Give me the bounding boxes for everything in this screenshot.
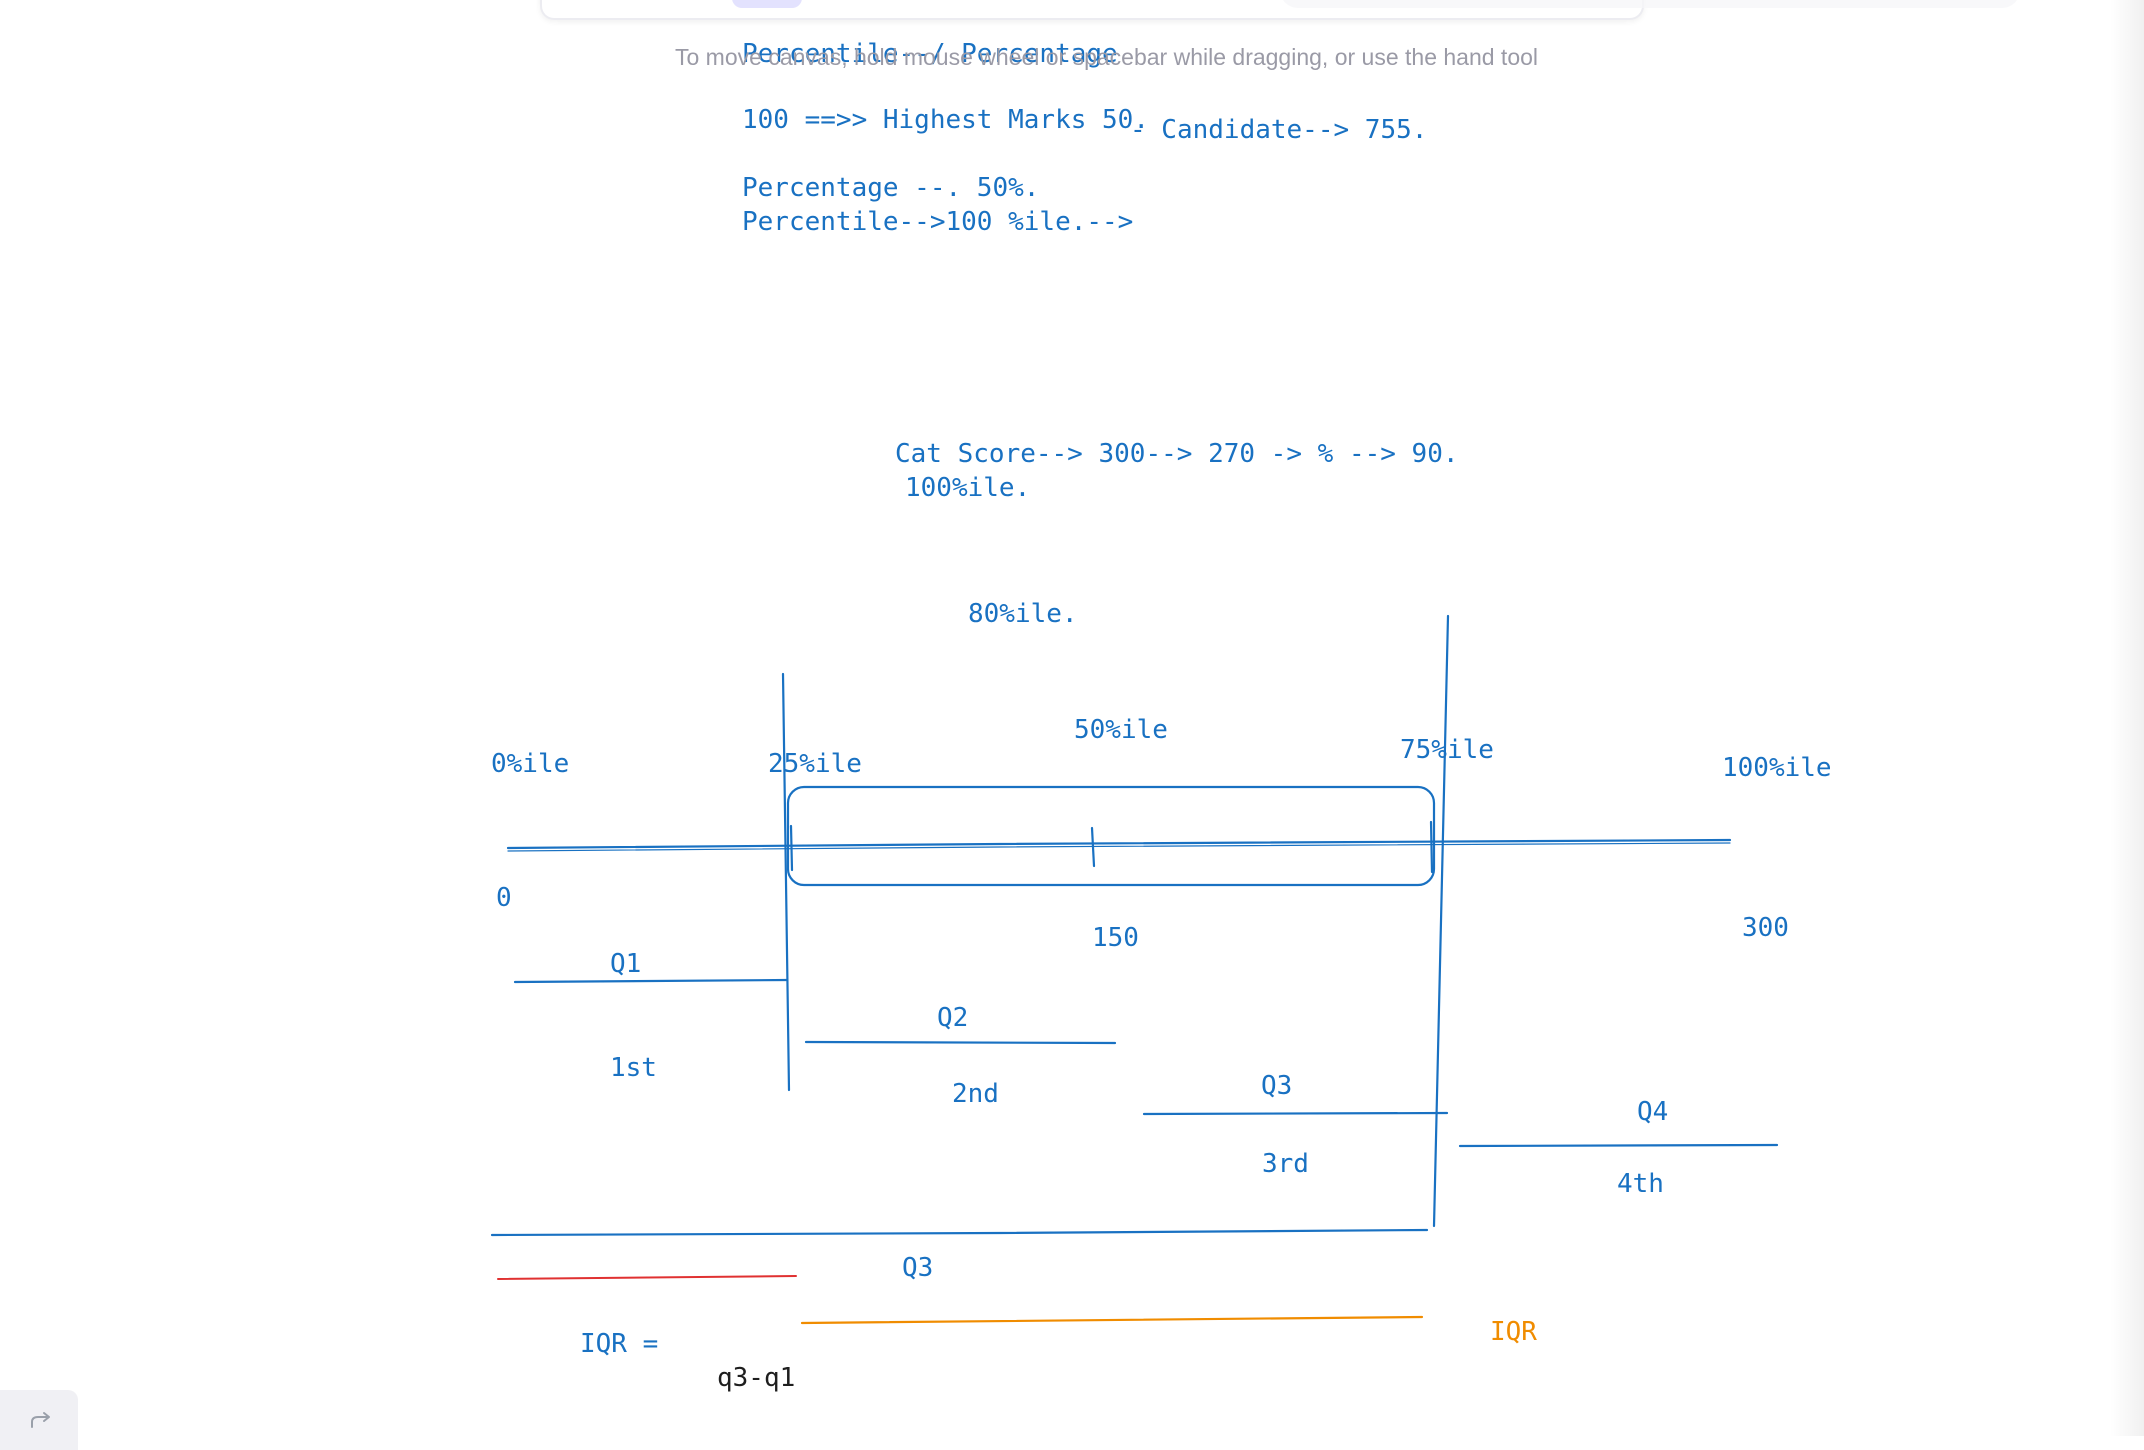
box-right-edge[interactable] — [1429, 820, 1434, 874]
redo-button[interactable] — [0, 1390, 78, 1450]
q1-divider-line[interactable] — [781, 672, 791, 1092]
active-tool-indicator[interactable] — [732, 0, 802, 8]
cat-score-line: Cat Score--> 300--> 270 -> % --> 90. — [895, 439, 1459, 469]
top-right-panel — [1280, 0, 2020, 8]
median-tick[interactable] — [1090, 826, 1096, 868]
q4-label: Q4 — [1637, 1097, 1668, 1127]
value-300-label: 300 — [1742, 913, 1789, 943]
q1-rank-label: 1st — [610, 1053, 657, 1083]
notes-line-3: Percentile-->100 %ile.--> — [742, 207, 1133, 237]
q1-range-red-line[interactable] — [497, 1275, 797, 1280]
percentile-50-label: 50%ile — [1074, 715, 1168, 745]
right-panel-edge — [2110, 0, 2144, 1436]
percentile-80-label: 80%ile. — [968, 599, 1078, 629]
notes-line-2: Percentage --. 50%. — [742, 173, 1039, 203]
percentile-0-label: 0%ile — [491, 749, 569, 779]
value-0-label: 0 — [496, 883, 512, 913]
iqr-range-orange-line[interactable] — [800, 1315, 1424, 1325]
percentile-100-label: 100%ile — [1722, 753, 1832, 783]
box-plot-box[interactable] — [786, 785, 1436, 887]
iqr-formula: q3-q1 — [717, 1363, 795, 1393]
q1-label: Q1 — [610, 949, 641, 979]
value-150-label: 150 — [1092, 923, 1139, 953]
main-axis-line[interactable] — [506, 838, 1732, 850]
percentile-25-label: 25%ile — [768, 749, 862, 779]
iqr-equals-label: IQR = — [580, 1329, 658, 1359]
iqr-tag-label: IQR — [1490, 1317, 1537, 1347]
q4-segment-line[interactable] — [1458, 1143, 1779, 1148]
q3-bottom-label: Q3 — [902, 1253, 933, 1283]
q3-segment-line[interactable] — [1142, 1111, 1449, 1116]
notes-line-1-side: - Candidate--> 755. — [1130, 115, 1427, 145]
q3-divider-line[interactable] — [1432, 614, 1450, 1228]
cat-score-percentile: 100%ile. — [905, 473, 1030, 503]
baseline-line[interactable] — [490, 1228, 1429, 1237]
canvas-hint: To move canvas, hold mouse wheel or spac… — [675, 44, 1539, 70]
q3-rank-label: 3rd — [1262, 1149, 1309, 1179]
main-axis-line-2[interactable] — [507, 842, 1731, 852]
q4-rank-label: 4th — [1617, 1169, 1664, 1199]
redo-icon — [31, 1412, 50, 1428]
q2-segment-line[interactable] — [804, 1040, 1117, 1045]
notes-line-1: 100 ==>> Highest Marks 50. — [742, 105, 1149, 135]
percentile-75-label: 75%ile — [1400, 735, 1494, 765]
q3-label: Q3 — [1261, 1071, 1292, 1101]
q1-segment-line[interactable] — [513, 978, 789, 984]
box-left-edge[interactable] — [789, 824, 794, 872]
notes-title: Percentile--/ Percentage — [742, 39, 1118, 69]
q2-rank-label: 2nd — [952, 1079, 999, 1109]
q2-label: Q2 — [937, 1003, 968, 1033]
